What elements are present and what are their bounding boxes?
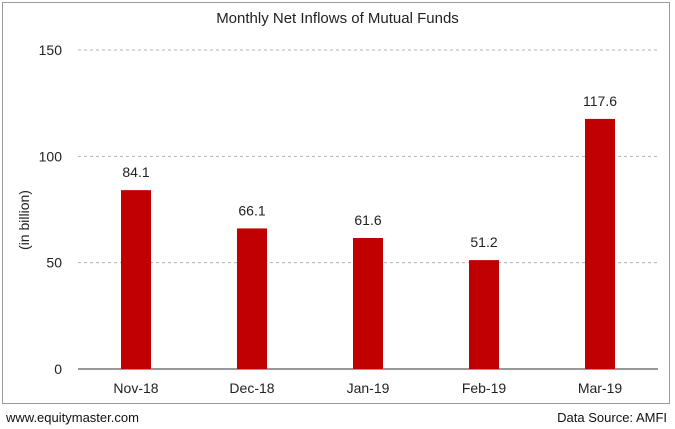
bar: [353, 237, 383, 369]
x-tick-label: Feb-19: [462, 380, 507, 396]
data-label: 117.6: [583, 93, 617, 109]
bar: [121, 190, 151, 369]
data-label: 51.2: [470, 234, 497, 250]
y-tick-label: 150: [39, 42, 63, 58]
chart-frame: [2, 2, 670, 404]
bar: [585, 118, 615, 370]
data-label: 84.1: [122, 164, 149, 180]
chart-title: Monthly Net Inflows of Mutual Funds: [216, 10, 459, 27]
x-tick-label: Mar-19: [578, 380, 623, 396]
x-tick-label: Nov-18: [113, 380, 158, 396]
y-tick-label: 50: [46, 255, 62, 271]
x-tick-label: Jan-19: [347, 380, 390, 396]
bar: [469, 260, 499, 369]
x-tick-label: Dec-18: [229, 380, 274, 396]
footer-source: Data Source: AMFI: [557, 410, 667, 425]
footer-website: www.equitymaster.com: [6, 410, 139, 425]
data-labels: 84.1 66.1 61.6 51.2 117.6: [122, 93, 617, 250]
bars: [121, 118, 615, 370]
data-label: 66.1: [238, 202, 265, 218]
y-tick-label: 0: [54, 361, 62, 377]
y-tick-label: 100: [39, 148, 63, 164]
x-tick-labels: Nov-18 Dec-18 Jan-19 Feb-19 Mar-19: [113, 380, 622, 396]
y-tick-labels: 0 50 100 150: [39, 42, 63, 377]
bar: [237, 228, 267, 369]
data-label: 61.6: [354, 212, 381, 228]
